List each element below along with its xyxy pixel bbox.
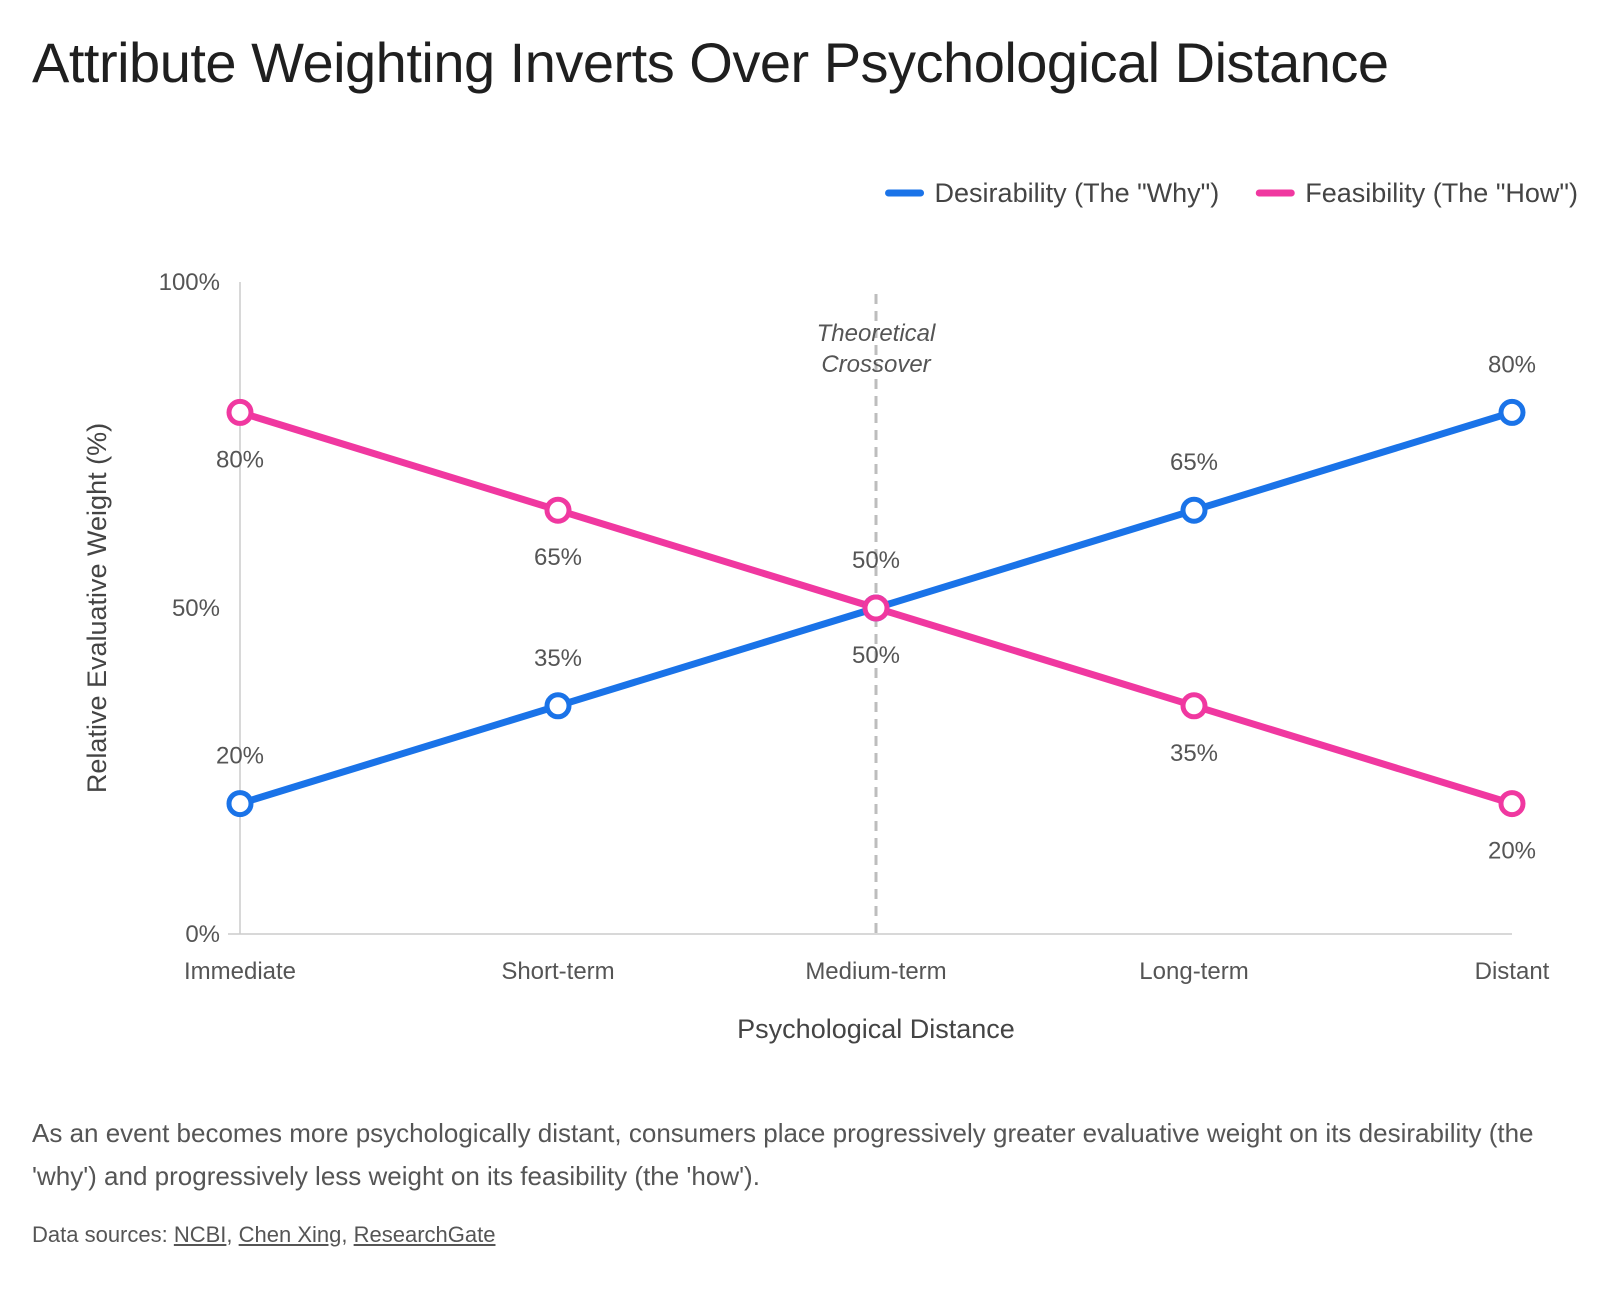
annotation-layer: Theoretical Crossover (817, 294, 936, 934)
data-label-layer: 20% 35% 50% 65% 80% 80% 65% 50% 35% 20% (216, 351, 1536, 864)
y-tick-label: 50% (172, 595, 220, 622)
axes-layer: 0% 50% 100% Immediate Short-term Medium-term L… (82, 269, 1550, 1044)
data-label: 20% (1488, 838, 1536, 865)
x-tick-label: Immediate (184, 958, 296, 985)
crossover-annotation: Theoretical (817, 320, 936, 347)
sources-separator: , (341, 1222, 354, 1247)
legend-label: Desirability (The "Why") (935, 178, 1220, 208)
source-link-ncbi[interactable]: NCBI (173, 1222, 227, 1247)
data-label: 50% (852, 547, 900, 574)
chart-caption: As an event becomes more psychologically… (32, 1118, 1534, 1191)
data-label: 65% (534, 544, 582, 571)
legend: Desirability (The "Why") Feasibility (The… (885, 178, 1578, 208)
x-tick-label: Medium-term (805, 958, 946, 985)
line-chart: 0% 50% 100% Immediate Short-term Medium-term L… (82, 178, 1578, 1044)
data-label: 35% (534, 645, 582, 672)
data-sources: Data sources: NCBI, Chen Xing, ResearchG… (32, 1222, 495, 1248)
data-label: 65% (1170, 449, 1218, 476)
data-label: 80% (216, 446, 264, 473)
data-point (226, 790, 254, 818)
x-tick-label: Short-term (501, 958, 614, 985)
data-label: 80% (1488, 351, 1536, 378)
crossover-annotation: Crossover (821, 351, 931, 378)
data-label: 20% (216, 743, 264, 770)
data-point (862, 594, 890, 622)
y-tick-label: 0% (185, 921, 220, 948)
y-tick-label: 100% (159, 269, 220, 296)
data-point (544, 496, 572, 524)
data-point (1180, 496, 1208, 524)
sources-separator: , (226, 1222, 239, 1247)
data-point (544, 692, 572, 720)
x-axis-title: Psychological Distance (737, 1014, 1015, 1044)
source-link-researchgate[interactable]: ResearchGate (353, 1222, 496, 1247)
x-tick-label: Long-term (1139, 958, 1248, 985)
legend-label: Feasibility (The "How") (1305, 178, 1578, 208)
data-point (1180, 692, 1208, 720)
data-point (1498, 790, 1526, 818)
sources-prefix: Data sources: (32, 1222, 174, 1247)
series-layer (226, 398, 1526, 818)
data-point (1498, 398, 1526, 426)
x-tick-label: Distant (1475, 958, 1550, 985)
data-label: 50% (852, 642, 900, 669)
y-axis-title: Relative Evaluative Weight (%) (82, 423, 112, 793)
chart-title: Attribute Weighting Inverts Over Psychol… (32, 31, 1389, 94)
data-point (226, 398, 254, 426)
data-label: 35% (1170, 740, 1218, 767)
source-link-chen-xing[interactable]: Chen Xing (238, 1222, 342, 1247)
